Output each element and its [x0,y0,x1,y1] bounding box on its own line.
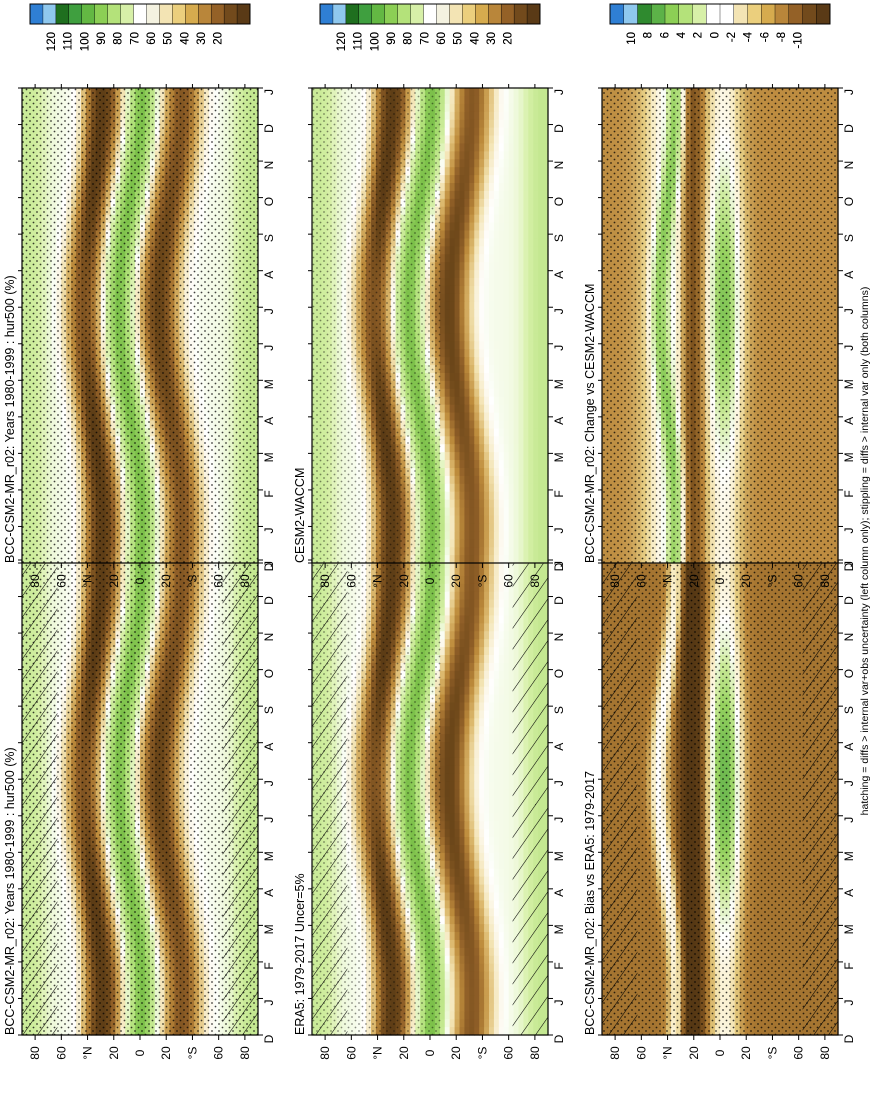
month-label: D [262,596,276,605]
lat-label: 80 [238,1046,252,1060]
lat-label: °N [81,1046,95,1059]
month-label: M [262,851,276,861]
month-label: M [262,924,276,934]
lat-label: 60 [212,1046,226,1060]
lat-label: 0 [133,1049,147,1056]
lat-label: °S [185,1047,199,1060]
month-label: A [262,889,276,897]
month-label: N [262,633,276,642]
panel-title: BCC-CSM2-MR_r02: Years 1980-1999 : hur50… [3,747,17,1035]
hatching [223,560,258,1035]
month-label: J [262,780,276,786]
lat-label: 20 [107,1046,121,1060]
month-label: J [262,817,276,823]
month-label: S [262,706,276,714]
hatching [22,560,57,1035]
month-label: J [262,999,276,1005]
month-label: F [262,962,276,969]
month-label: D [262,1034,276,1043]
month-label: O [262,669,276,678]
month-label: A [262,743,276,751]
lat-label: 60 [54,1046,68,1060]
lat-label: 80 [28,1046,42,1060]
lat-label: 20 [159,1046,173,1060]
